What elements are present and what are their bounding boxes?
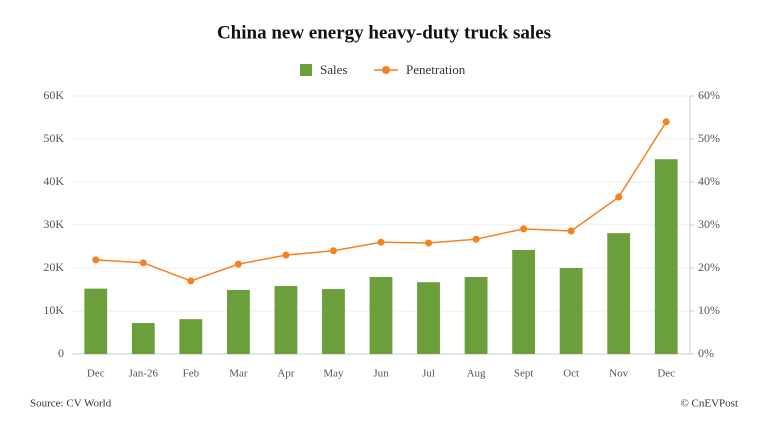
bar: [131, 323, 155, 354]
x-tick-label: Feb: [183, 368, 200, 380]
legend-swatch: [300, 64, 312, 76]
x-tick-label: May: [323, 368, 344, 380]
x-tick-label: Jul: [422, 368, 435, 380]
y2-tick-label: 20%: [698, 260, 720, 274]
point: [234, 260, 242, 268]
credit: © CnEVPost: [680, 398, 738, 410]
bar: [84, 288, 108, 354]
point: [187, 277, 195, 285]
x-tick-label: Jan-26: [129, 368, 159, 380]
legend-label: Sales: [320, 62, 347, 77]
point: [567, 227, 575, 235]
point: [377, 238, 385, 246]
point: [92, 256, 100, 264]
x-tick-label: Dec: [87, 368, 105, 380]
y-tick-label: 60K: [43, 88, 64, 102]
point: [329, 247, 337, 255]
y-tick-label: 30K: [43, 217, 64, 231]
x-tick-label: Jun: [373, 368, 389, 380]
x-tick-label: Sept: [514, 368, 534, 380]
point: [282, 251, 290, 259]
chart-title: China new energy heavy-duty truck sales: [217, 22, 551, 43]
x-tick-label: Apr: [277, 368, 294, 380]
bar: [179, 319, 203, 354]
x-tick-label: Oct: [563, 368, 579, 380]
y2-tick-label: 30%: [698, 217, 720, 231]
bar: [607, 233, 631, 354]
y2-tick-label: 50%: [698, 131, 720, 145]
bar: [226, 289, 250, 354]
y2-tick-label: 60%: [698, 88, 720, 102]
x-tick-label: Mar: [229, 368, 248, 380]
legend-label: Penetration: [406, 62, 466, 77]
x-tick-label: Nov: [609, 368, 628, 380]
point: [520, 225, 528, 233]
bar: [274, 286, 298, 354]
y-tick-label: 0: [58, 346, 64, 360]
bar: [322, 289, 345, 354]
bar: [417, 282, 440, 354]
x-tick-label: Dec: [657, 368, 675, 380]
legend-swatch: [382, 66, 390, 74]
bar: [559, 268, 583, 354]
point: [472, 235, 480, 243]
y-tick-label: 50K: [43, 131, 64, 145]
point: [139, 259, 147, 267]
y-tick-label: 40K: [43, 174, 64, 188]
bar: [654, 159, 678, 354]
point: [425, 239, 433, 247]
source: Source: CV World: [30, 398, 112, 410]
bar: [512, 249, 536, 354]
bar: [369, 277, 393, 354]
y2-tick-label: 10%: [698, 303, 720, 317]
x-tick-label: Aug: [467, 368, 486, 380]
point: [662, 118, 670, 126]
y-tick-label: 10K: [43, 303, 64, 317]
point: [615, 193, 623, 201]
y2-tick-label: 40%: [698, 174, 720, 188]
y2-tick-label: 0%: [698, 346, 714, 360]
bar: [464, 277, 488, 354]
y-tick-label: 20K: [43, 260, 64, 274]
